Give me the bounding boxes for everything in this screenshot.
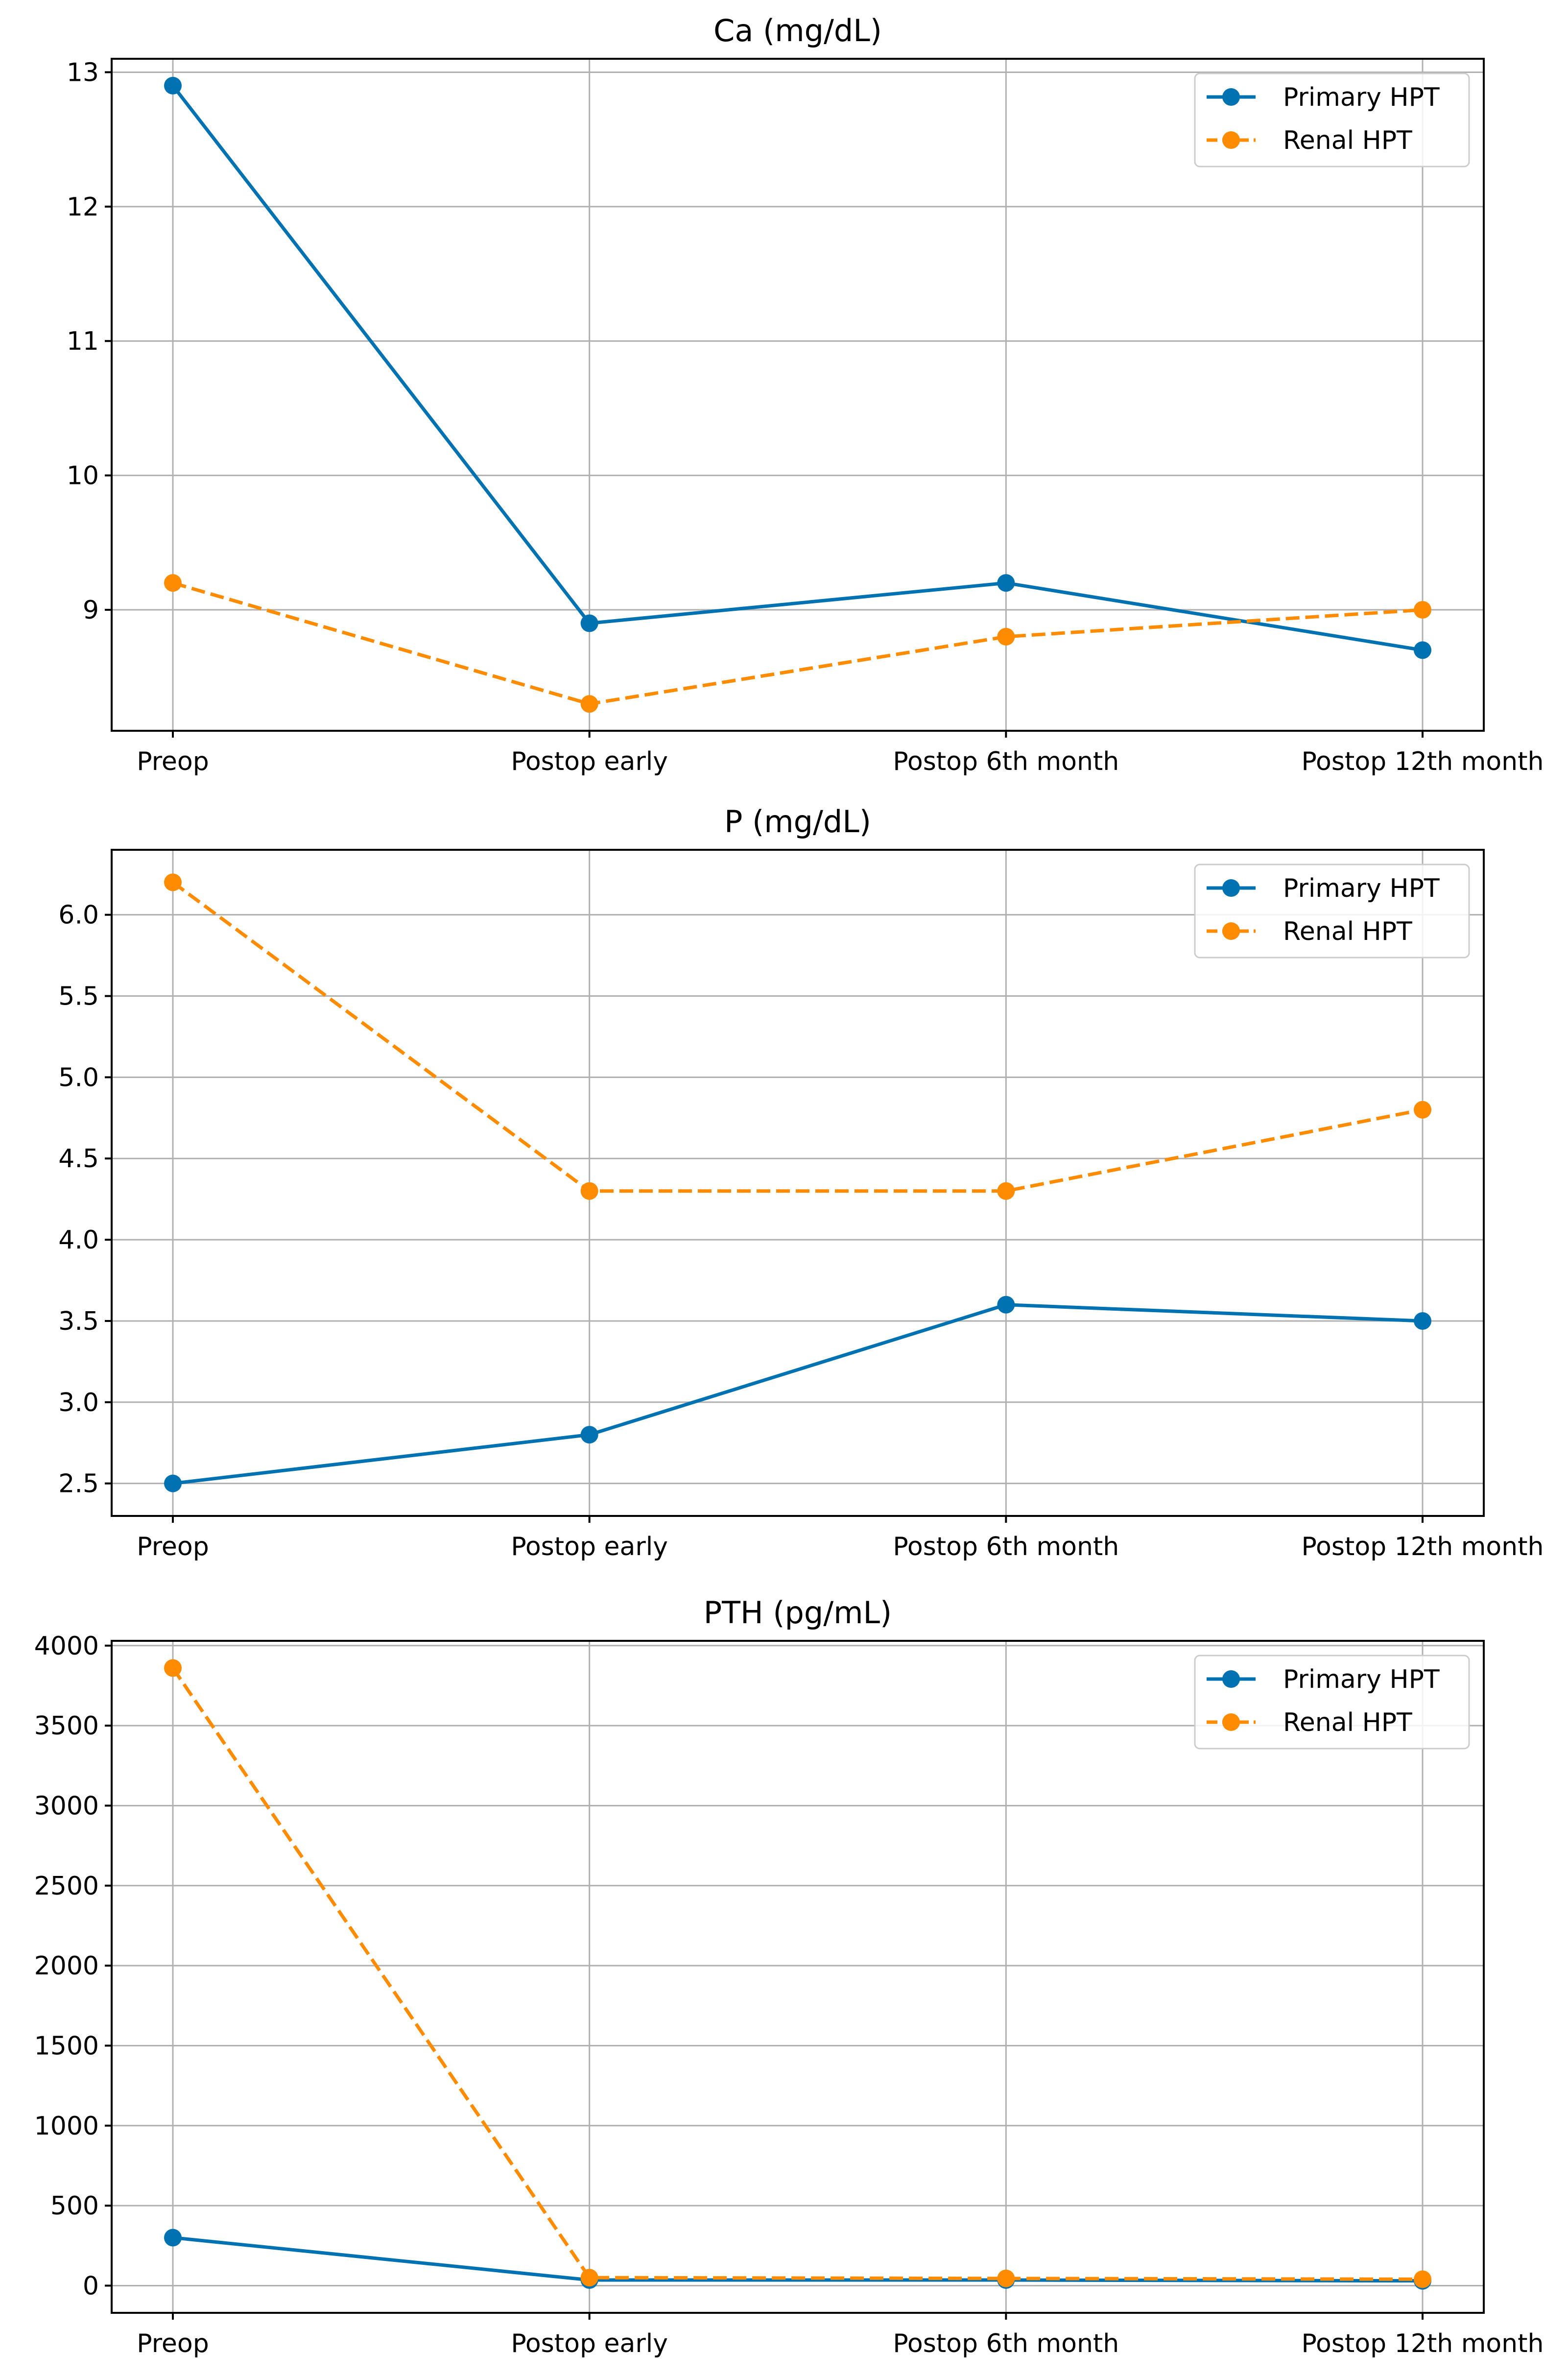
legend-label-primary-hpt: Primary HPT [1283, 1665, 1440, 1694]
y-tick-label: 4.5 [58, 1144, 99, 1174]
chart-title: P (mg/dL) [724, 804, 871, 840]
y-tick-label: 4.0 [58, 1225, 99, 1255]
axes-frame [111, 58, 1485, 732]
data-point-primary-hpt [997, 574, 1015, 592]
chart-panel-2: Preop Postop early Postop 6th month Postop … [58, 804, 1544, 1561]
y-tick-label: 12 [67, 192, 99, 222]
legend-box [1194, 1655, 1470, 1750]
legend-marker-primary-hpt [1222, 1670, 1240, 1688]
legend-marker-primary-hpt [1222, 88, 1240, 106]
x-tick-label: Postop 12th month [1302, 1532, 1544, 1561]
y-tick-label: 0 [83, 2271, 99, 2301]
x-tick-label: Postop early [511, 1532, 668, 1561]
legend: Primary HPT Renal HPT [1194, 864, 1470, 959]
y-tick-label: 1000 [34, 2112, 99, 2141]
series-line-primary-hpt [171, 84, 1423, 652]
chart-panel-3: Preop Postop early Postop 6th month Postop … [34, 1595, 1544, 2358]
data-point-renal-hpt [164, 574, 182, 592]
legend-box [1194, 864, 1470, 959]
data-point-renal-hpt [580, 1182, 598, 1200]
y-tick-label: 3.0 [58, 1388, 99, 1417]
legend: Primary HPT Renal HPT [1194, 72, 1470, 168]
legend: Primary HPT Renal HPT [1194, 1655, 1470, 1750]
data-point-renal-hpt [1414, 601, 1431, 619]
y-tick-label: 2.5 [58, 1469, 99, 1499]
x-tick-label: Preop [137, 747, 209, 776]
data-point-primary-hpt [580, 1426, 598, 1444]
data-point-primary-hpt [997, 1296, 1015, 1314]
y-tick-label: 1500 [34, 2031, 99, 2061]
x-tick-label: Postop early [511, 2329, 668, 2358]
x-tick-label: Postop 12th month [1302, 2329, 1544, 2358]
data-point-renal-hpt [164, 1659, 182, 1677]
data-point-renal-hpt [997, 2269, 1015, 2287]
data-point-primary-hpt [580, 614, 598, 632]
y-tick-label: 3000 [34, 1791, 99, 1821]
y-tick-label: 2500 [34, 1872, 99, 1901]
legend-label-primary-hpt: Primary HPT [1283, 874, 1440, 903]
series-line-renal-hpt [171, 1667, 1423, 2281]
x-tick-label: Postop early [511, 747, 668, 776]
data-point-primary-hpt [164, 2229, 182, 2247]
data-point-renal-hpt [164, 873, 182, 891]
y-tick-label: 10 [67, 461, 99, 491]
series-line-renal-hpt [171, 881, 1423, 1193]
legend-box [1194, 72, 1470, 168]
legend-label-primary-hpt: Primary HPT [1283, 83, 1440, 112]
y-tick-label: 500 [50, 2191, 99, 2221]
chart-panel-1: Preop Postop early Postop 6th month Postop … [67, 13, 1544, 776]
legend-label-renal-hpt: Renal HPT [1283, 917, 1412, 946]
data-point-renal-hpt [1414, 2270, 1431, 2288]
y-tick-label: 4000 [34, 1632, 99, 1661]
data-point-renal-hpt [580, 695, 598, 713]
legend-marker-primary-hpt [1222, 879, 1240, 897]
x-tick-label: Preop [137, 1532, 209, 1561]
legend-marker-renal-hpt [1222, 922, 1240, 940]
y-tick-label: 3.5 [58, 1307, 99, 1336]
data-point-primary-hpt [164, 76, 182, 95]
x-tick-label: Postop 6th month [893, 747, 1119, 776]
axes-frame [111, 1640, 1485, 2314]
y-tick-label: 9 [83, 596, 99, 625]
y-tick-label: 5.0 [58, 1063, 99, 1092]
chart-title: PTH (pg/mL) [704, 1595, 892, 1631]
x-tick-label: Postop 12th month [1302, 747, 1544, 776]
data-point-primary-hpt [1414, 1312, 1431, 1330]
x-tick-label: Postop 6th month [893, 1532, 1119, 1561]
legend-label-renal-hpt: Renal HPT [1283, 1708, 1412, 1737]
series-line-renal-hpt [172, 581, 1423, 706]
data-point-renal-hpt [997, 1182, 1015, 1200]
data-point-renal-hpt [1414, 1101, 1431, 1119]
y-tick-label: 5.5 [58, 982, 99, 1011]
y-tick-label: 11 [67, 327, 99, 356]
data-point-renal-hpt [580, 2269, 598, 2287]
y-tick-label: 2000 [34, 1951, 99, 1981]
legend-marker-renal-hpt [1222, 131, 1240, 149]
legend-label-renal-hpt: Renal HPT [1283, 126, 1412, 155]
y-tick-label: 6.0 [58, 901, 99, 930]
series-line-primary-hpt [172, 1303, 1423, 1486]
data-point-renal-hpt [997, 627, 1015, 646]
axes-frame [111, 849, 1485, 1517]
chart-title: Ca (mg/dL) [713, 13, 882, 48]
data-point-primary-hpt [1414, 641, 1431, 659]
x-tick-label: Postop 6th month [893, 2329, 1119, 2358]
legend-marker-renal-hpt [1222, 1713, 1240, 1731]
data-point-primary-hpt [164, 1474, 182, 1492]
x-tick-label: Preop [137, 2329, 209, 2358]
y-tick-label: 3500 [34, 1711, 99, 1741]
series-line-primary-hpt [172, 2235, 1423, 2283]
y-tick-label: 13 [67, 58, 99, 87]
